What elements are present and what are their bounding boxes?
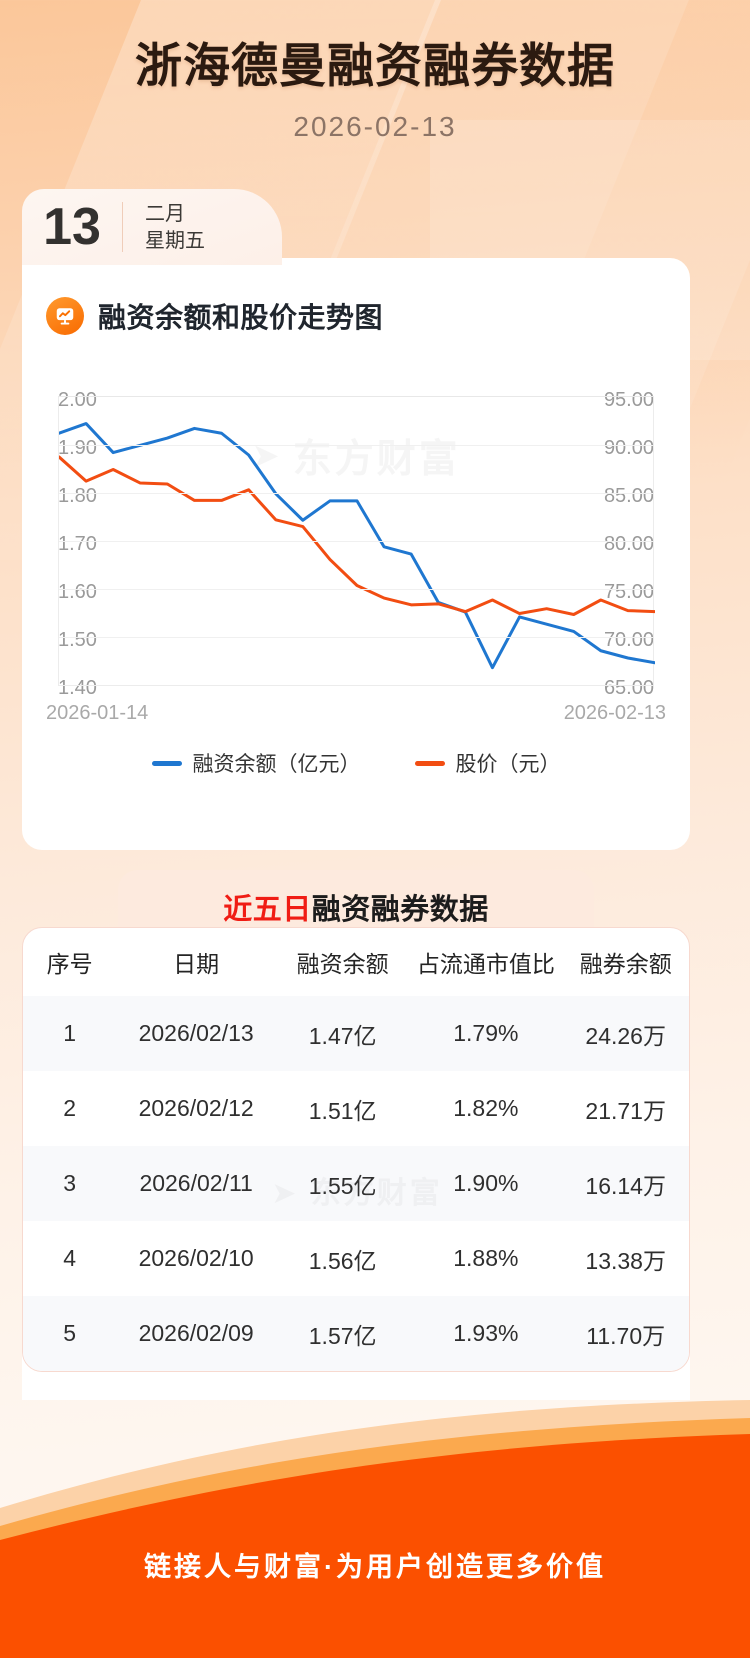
cell-date: 2026/02/13 [138, 1020, 254, 1046]
page-title: 浙海德曼融资融券数据 [135, 39, 615, 92]
cell-short: 13.38万 [585, 1247, 666, 1274]
cell-short: 21.71万 [585, 1097, 666, 1124]
gridline-2 [59, 493, 653, 494]
chart-line-stock-price [59, 457, 655, 615]
table-body: 1 2026/02/13 1.47亿 1.79% 24.26万 2 2026/0… [23, 996, 689, 1371]
chart-card: 融资余额和股价走势图 ➤ 东方财富 2.00 1.90 1.80 1.70 1.… [22, 258, 690, 850]
y-right-tick-1: 90.00 [603, 437, 654, 459]
calendar-weekday: 星期五 [145, 229, 205, 252]
cell-index: 3 [63, 1170, 77, 1196]
cell-margin: 1.51亿 [308, 1097, 377, 1124]
margin-trading-table: 序号 日期 融资余额 占流通市值比 融券余额 1 2026/02/13 1.47… [23, 928, 689, 1371]
y-right-tick-3: 80.00 [603, 533, 654, 555]
y-left-tick-0: 2.00 [58, 389, 97, 411]
calendar-day: 13 [43, 198, 101, 256]
cell-date: 2026/02/11 [139, 1170, 253, 1196]
cell-date: 2026/02/10 [138, 1245, 254, 1271]
y-right-tick-2: 85.00 [603, 485, 654, 507]
table-row[interactable]: 3 2026/02/11 1.55亿 1.90% 16.14万 [23, 1146, 689, 1221]
legend-swatch-orange-icon [414, 760, 445, 766]
monitor-chart-icon [46, 297, 84, 335]
cell-index: 2 [63, 1095, 77, 1121]
cell-margin: 1.55亿 [308, 1172, 377, 1199]
chart-plot [58, 396, 654, 686]
legend-item-stock-price: 股价（元） [414, 748, 561, 778]
chart-line-margin-balance [59, 424, 655, 668]
col-header-index: 序号 [46, 951, 93, 977]
gridline-4 [59, 589, 653, 590]
x-axis-end-label: 2026-02-13 [563, 702, 666, 724]
table-head: 序号 日期 融资余额 占流通市值比 融券余额 [23, 928, 689, 996]
y-right-tick-6: 65.00 [603, 677, 654, 699]
table-header-row: 序号 日期 融资余额 占流通市值比 融券余额 [23, 928, 689, 996]
page-footer: 链接人与财富·为用户创造更多价值 [0, 1400, 750, 1658]
cell-ratio: 1.90% [453, 1170, 519, 1196]
cell-ratio: 1.93% [453, 1320, 519, 1346]
y-left-tick-1: 1.90 [58, 437, 97, 459]
col-header-date: 日期 [173, 951, 220, 977]
chart-title: 融资余额和股价走势图 [98, 302, 384, 333]
cell-index: 4 [63, 1245, 77, 1271]
cell-margin: 1.57亿 [308, 1322, 377, 1349]
cell-short: 24.26万 [585, 1022, 666, 1049]
y-left-tick-3: 1.70 [58, 533, 97, 555]
footer-slogan: 链接人与财富·为用户创造更多价值 [144, 1552, 606, 1582]
col-header-short: 融券余额 [579, 951, 672, 977]
table-banner-rest: 融资融券数据 [311, 894, 489, 926]
col-header-margin: 融资余额 [296, 951, 389, 977]
chart-legend: 融资余额（亿元） 股价（元） [22, 748, 690, 778]
footer-wave-graphic [0, 1400, 750, 1658]
chart-card-header: 融资余额和股价走势图 [22, 258, 690, 336]
y-left-tick-6: 1.40 [58, 677, 97, 699]
legend-label-stock-price: 股价（元） [455, 753, 561, 776]
cell-index: 5 [63, 1320, 77, 1346]
cell-margin: 1.56亿 [308, 1247, 377, 1274]
chart-area: ➤ 东方财富 2.00 1.90 1.80 1.70 1.60 1.50 1.4… [22, 358, 690, 776]
table-banner-title: 近五日融资融券数据 [223, 886, 489, 928]
table-row[interactable]: 4 2026/02/10 1.56亿 1.88% 13.38万 [23, 1221, 689, 1296]
gridline-3 [59, 541, 653, 542]
cell-ratio: 1.79% [453, 1020, 519, 1046]
page-date: 2026-02-13 [293, 111, 457, 143]
cell-ratio: 1.88% [453, 1245, 519, 1271]
gridline-1 [59, 445, 653, 446]
cell-short: 11.70万 [586, 1322, 666, 1349]
x-axis-start-label: 2026-01-14 [46, 702, 149, 724]
y-right-tick-5: 70.00 [603, 629, 654, 651]
calendar-divider [122, 202, 123, 252]
table-card: ➤ 东方财富 序号 日期 融资余额 占流通市值比 融券余额 1 20 [22, 927, 690, 1372]
cell-index: 1 [63, 1020, 77, 1046]
table-row[interactable]: 1 2026/02/13 1.47亿 1.79% 24.26万 [23, 996, 689, 1071]
calendar-detail: 二月 星期五 [123, 204, 205, 251]
col-header-ratio: 占流通市值比 [416, 951, 555, 977]
y-left-tick-4: 1.60 [58, 581, 97, 603]
y-left-tick-2: 1.80 [58, 485, 97, 507]
legend-swatch-blue-icon [151, 760, 182, 766]
page-header: 浙海德曼融资融券数据 2026-02-13 [0, 0, 750, 143]
cell-date: 2026/02/12 [138, 1095, 254, 1121]
table-row[interactable]: 5 2026/02/09 1.57亿 1.93% 11.70万 [23, 1296, 689, 1371]
cell-margin: 1.47亿 [308, 1022, 377, 1049]
chart-series-svg [59, 397, 655, 687]
y-right-tick-4: 75.00 [603, 581, 654, 603]
y-right-tick-0: 95.00 [603, 389, 654, 411]
table-row[interactable]: 2 2026/02/12 1.51亿 1.82% 21.71万 [23, 1071, 689, 1146]
calendar-badge: 13 二月 星期五 [22, 189, 282, 265]
gridline-5 [59, 637, 653, 638]
cell-date: 2026/02/09 [138, 1320, 254, 1346]
calendar-month: 二月 [145, 202, 185, 225]
table-banner-highlight: 近五日 [223, 894, 312, 926]
legend-item-margin-balance: 融资余额（亿元） [151, 748, 361, 778]
cell-short: 16.14万 [585, 1172, 666, 1199]
y-left-tick-5: 1.50 [58, 629, 97, 651]
legend-label-margin-balance: 融资余额（亿元） [192, 753, 361, 776]
cell-ratio: 1.82% [453, 1095, 519, 1121]
